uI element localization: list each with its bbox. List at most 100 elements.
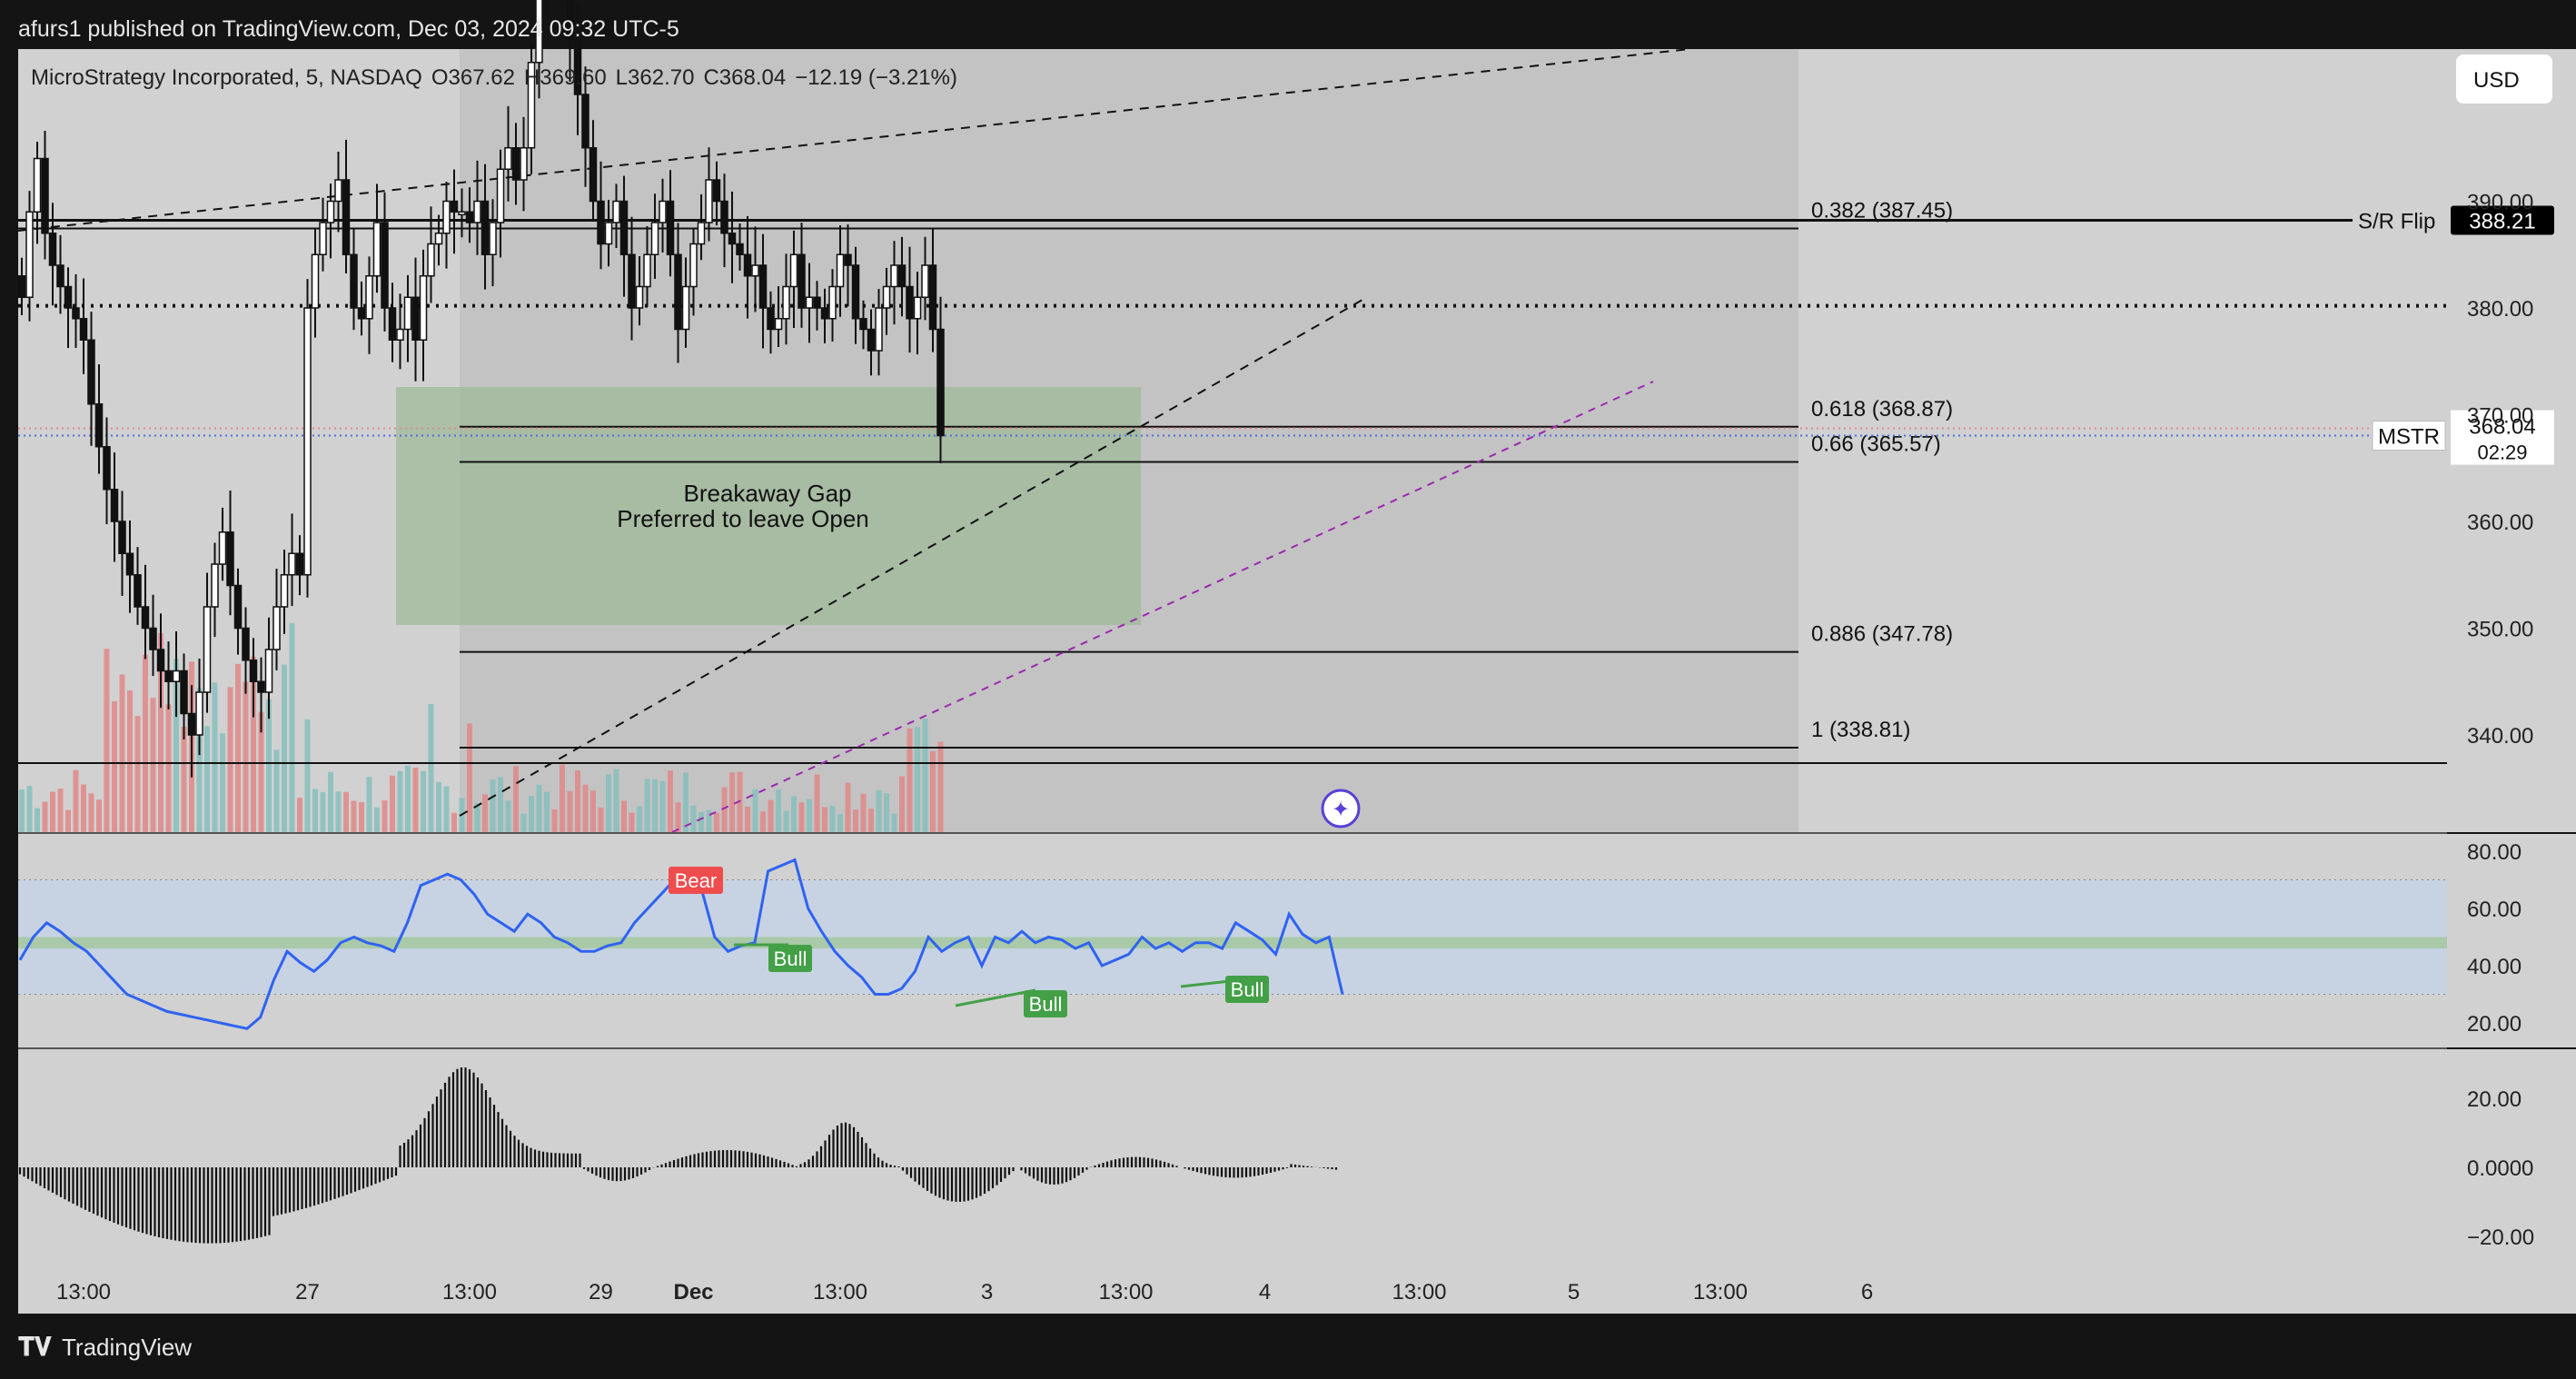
candle-body [187,712,196,736]
candle-body [326,200,335,223]
candle-body [195,691,203,736]
sr-flip-label: S/R Flip [2358,210,2435,234]
candle-body [743,253,752,277]
currency-button-label: USD [2473,68,2520,93]
volume-bar [50,791,55,832]
price-axis-hist[interactable] [2447,1049,2576,1263]
volume-bar [273,749,280,832]
hist-pane[interactable] [18,1049,2447,1263]
candle-body [782,285,790,320]
volume-bar [760,811,766,832]
candle-body [921,264,929,298]
volume-bar [529,796,534,832]
footer-brand[interactable]: TradingView [62,1334,192,1361]
volume-bar [390,775,395,832]
volume-bar [513,766,519,832]
time-axis[interactable] [18,1263,2576,1314]
volume-bar [598,808,604,832]
volume-bar [73,769,79,832]
candle-body [450,200,459,213]
volume-bar [937,741,944,832]
candle-body [226,531,234,587]
legend-c-label: C [703,65,718,90]
tradingview-logo-icon[interactable]: 𝐓𝐕 [18,1333,52,1361]
candle-body [789,253,798,288]
histogram-indicator [18,1066,1338,1244]
candle-body [87,339,95,405]
volume-bar [119,674,125,832]
price-axis-rsi[interactable] [2447,834,2576,1047]
volume-bar [884,793,889,832]
candle-body [180,670,188,715]
volume-bar [544,791,550,832]
bull-label-box [768,945,812,972]
candle-body [520,147,528,181]
candle-body [527,62,536,149]
volume-bar [930,750,936,832]
rsi-tick-label: 20.00 [2467,1012,2522,1037]
candle-body [689,243,698,288]
time-tick-label: 13:00 [1098,1280,1153,1305]
volume-bar [567,790,573,832]
candle-body [813,296,821,309]
volume-bar [381,800,388,832]
candle-body [48,233,57,266]
candle-body [203,606,212,693]
publisher-line: afurs1 published on TradingView.com, Dec… [18,16,679,42]
volume-bar [698,811,704,832]
volume-bar [675,802,681,832]
time-axis-labels: 13:00 27 13:00 29 Dec 13:00 3 13:00 4 13:00 5 13:00… [56,1280,1873,1305]
legend-symbol[interactable]: MicroStrategy Incorporated, 5, NASDAQ [31,65,422,90]
candle-body [442,200,451,234]
volume-bar [328,771,333,832]
volume-bar [312,789,318,832]
volume-bar [474,803,481,832]
candle-body [736,243,744,255]
volume-bar [582,784,589,832]
rsi-tick-label: 80.00 [2467,840,2522,865]
fib-level-label: 0.66 (365.57) [1811,432,1941,457]
volume-bar [351,800,357,832]
rsi-tick-label: 60.00 [2467,898,2522,922]
volume-bar [520,813,527,832]
bull-label-box [1024,990,1067,1017]
legend-l-label: L [616,65,628,90]
candle-body [489,222,497,255]
candle-body [280,574,289,608]
candle-body [859,318,867,331]
symbol-badge [2372,421,2446,451]
candlesticks [17,0,945,778]
candle-body [906,285,914,320]
time-tick-label: 4 [1259,1280,1271,1305]
fib-level-label: 1 (338.81) [1811,718,1910,742]
volume-bar [343,791,349,832]
candle-body [141,606,150,630]
candle-body [573,40,582,95]
candle-body [820,307,829,320]
volume-bar [204,726,210,832]
candle-body [936,328,945,437]
candle-body [72,307,80,320]
candle-body [635,285,644,309]
currency-button[interactable] [2456,55,2552,104]
alert-marker-icon[interactable] [1321,789,1361,828]
gap-text-line1: Breakaway Gap [684,480,852,507]
candle-body [481,200,490,255]
volume-bar [412,768,419,832]
candle-body [350,253,358,309]
legend-o-label: O [431,65,449,90]
volume-bar [366,777,372,832]
time-tick-label: 13:00 [1392,1280,1446,1305]
candle-body [172,670,181,682]
candle-body [828,285,837,320]
trendlines [17,48,1690,833]
legend-l-value: 362.70 [628,65,694,90]
volume-bar [104,649,110,832]
price-badge-countdown: 02:29 [2477,441,2527,464]
time-tick-label: 29 [589,1280,613,1305]
price-tick-label: 350.00 [2467,618,2533,642]
candle-body [705,179,713,223]
volume-bar [637,806,642,832]
volume-bar [876,789,882,832]
